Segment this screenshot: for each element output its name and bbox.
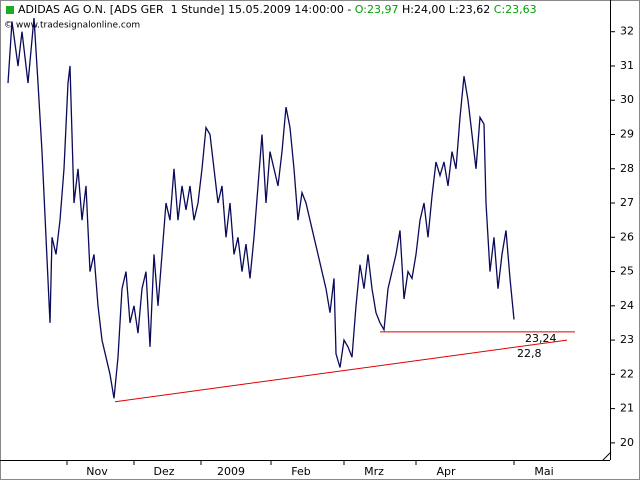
icon: [6, 6, 14, 14]
trend-label: 23,24: [525, 332, 557, 345]
x-tick-label: Dez: [153, 465, 174, 478]
title-part: H:24,00 L:23,62: [398, 3, 493, 16]
trend-label: 22,8: [517, 347, 542, 360]
y-tick-label: 23: [620, 333, 634, 346]
x-tick-label: Mai: [534, 465, 553, 478]
y-tick-label: 24: [620, 299, 634, 312]
y-tick-label: 26: [620, 230, 634, 243]
y-tick-label: 32: [620, 25, 634, 38]
y-tick-label: 25: [620, 265, 634, 278]
y-tick-label: 27: [620, 196, 634, 209]
x-tick-label: Mrz: [364, 465, 384, 478]
x-tick-label: Nov: [86, 465, 108, 478]
price-line: [7, 17, 515, 399]
subtitle: © www.tradesignalonline.com: [4, 21, 140, 31]
y-tick-label: 29: [620, 127, 634, 140]
y-tick-label: 31: [620, 59, 634, 72]
y-tick-label: 20: [620, 436, 634, 449]
title-part: ADIDAS AG O.N. [ADS GER 1 Stunde] 15.05.…: [18, 3, 355, 16]
y-tick-label: 22: [620, 367, 634, 380]
corner-mark: [602, 451, 612, 461]
chart-title: ADIDAS AG O.N. [ADS GER 1 Stunde] 15.05.…: [18, 3, 537, 16]
y-tick-label: 28: [620, 162, 634, 175]
y-tick-label: 30: [620, 93, 634, 106]
x-tick-label: 2009: [217, 465, 245, 478]
x-tick-label: Feb: [291, 465, 310, 478]
title-part: O:23,97: [355, 3, 399, 16]
x-tick-label: Apr: [436, 465, 456, 478]
y-tick-label: 21: [620, 402, 634, 415]
title-part: C:23,63: [494, 3, 537, 16]
trend-line: [114, 339, 568, 403]
